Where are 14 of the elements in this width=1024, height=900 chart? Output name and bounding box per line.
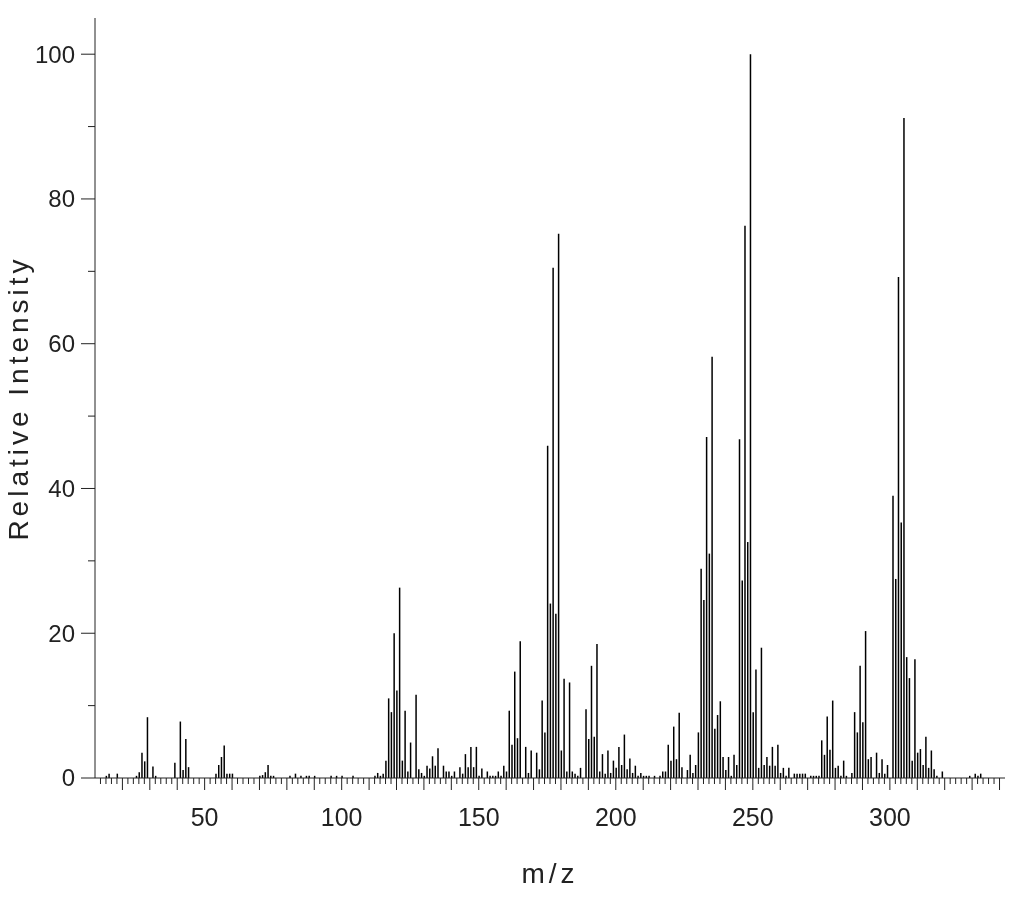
y-tick-label: 60 bbox=[48, 330, 75, 358]
y-tick-label: 80 bbox=[48, 185, 75, 213]
x-tick-label: 100 bbox=[320, 803, 363, 831]
x-tick-label: 200 bbox=[594, 803, 637, 831]
y-tick-label: 40 bbox=[48, 474, 75, 502]
x-tick-label: 150 bbox=[457, 803, 500, 831]
y-tick-label: 20 bbox=[48, 619, 75, 647]
y-tick-label: 100 bbox=[34, 40, 75, 68]
x-tick-label: 50 bbox=[190, 803, 219, 831]
x-tick-label: 250 bbox=[731, 803, 774, 831]
y-tick-label: 0 bbox=[61, 764, 75, 792]
y-axis-title: Relative Intensity bbox=[2, 255, 34, 541]
x-axis-title: m/z bbox=[521, 858, 579, 889]
x-tick-label: 300 bbox=[869, 803, 911, 831]
